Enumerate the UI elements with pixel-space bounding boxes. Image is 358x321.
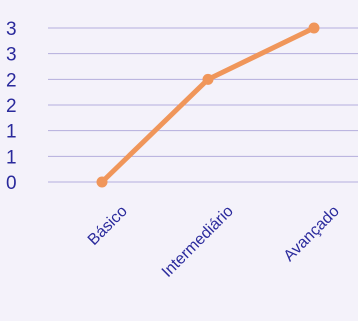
x-axis-ticks: Básico Intermediário Avançado [85, 203, 343, 281]
x-tick-label: Básico [85, 203, 131, 249]
data-point [96, 176, 108, 188]
y-tick-label: 2 [6, 70, 17, 91]
series [96, 22, 320, 188]
data-point [202, 73, 214, 85]
y-tick-label: 3 [6, 45, 17, 66]
x-tick-label: Avançado [281, 203, 343, 265]
grid [48, 27, 358, 183]
data-point [308, 22, 320, 34]
y-tick-label: 1 [6, 122, 17, 143]
y-axis-ticks: 0 1 1 2 2 3 3 [6, 19, 17, 194]
x-tick-label: Intermediário [159, 203, 237, 281]
y-tick-label: 2 [6, 96, 17, 117]
y-tick-label: 1 [6, 147, 17, 168]
y-tick-label: 3 [6, 19, 17, 40]
y-tick-label: 0 [6, 173, 17, 194]
